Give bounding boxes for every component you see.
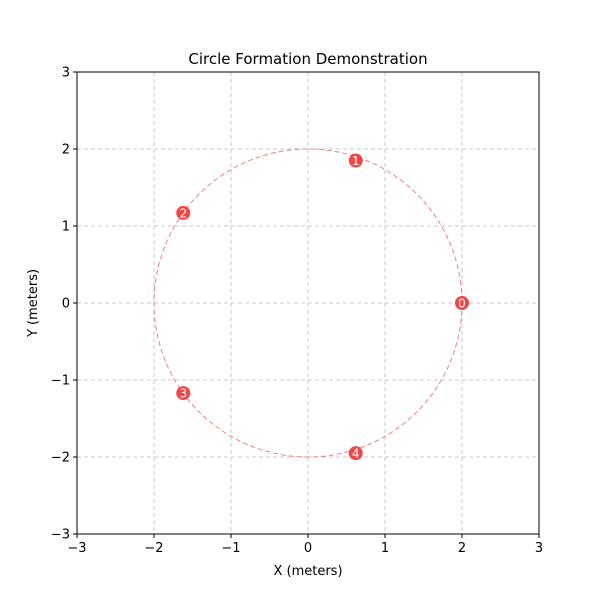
grid xyxy=(77,72,539,534)
x-tick-label: −3 xyxy=(67,541,86,556)
y-tick-label: 1 xyxy=(62,220,70,235)
point-2 xyxy=(176,205,191,220)
x-tick-label: −2 xyxy=(144,541,163,556)
point-label-1: 1 xyxy=(352,154,360,168)
y-tick-label: −3 xyxy=(51,528,70,543)
point-4 xyxy=(348,446,363,461)
y-axis-label: Y (meters) xyxy=(26,269,41,338)
points-layer: 0 1 2 3 4 xyxy=(176,153,469,461)
x-tick-label: 2 xyxy=(458,541,466,556)
ticks: −3 −2 −1 0 1 2 3 −3 −2 −1 0 1 2 3 xyxy=(51,66,543,557)
point-3 xyxy=(176,386,191,401)
y-tick-label: 0 xyxy=(62,297,70,312)
y-tick-label: 3 xyxy=(62,66,70,81)
chart-title: Circle Formation Demonstration xyxy=(188,50,427,68)
point-0 xyxy=(455,296,469,310)
y-tick-label: −2 xyxy=(51,451,70,466)
point-label-0: 0 xyxy=(458,297,466,311)
point-label-3: 3 xyxy=(179,387,187,401)
y-tick-label: −1 xyxy=(51,374,70,389)
x-tick-label: −1 xyxy=(221,541,240,556)
y-tick-label: 2 xyxy=(62,143,70,158)
point-label-4: 4 xyxy=(352,447,360,461)
x-tick-label: 3 xyxy=(535,541,543,556)
point-label-2: 2 xyxy=(179,206,187,220)
point-1 xyxy=(348,153,363,168)
x-tick-label: 1 xyxy=(381,541,389,556)
x-tick-label: 0 xyxy=(304,541,312,556)
x-axis-label: X (meters) xyxy=(273,564,342,579)
